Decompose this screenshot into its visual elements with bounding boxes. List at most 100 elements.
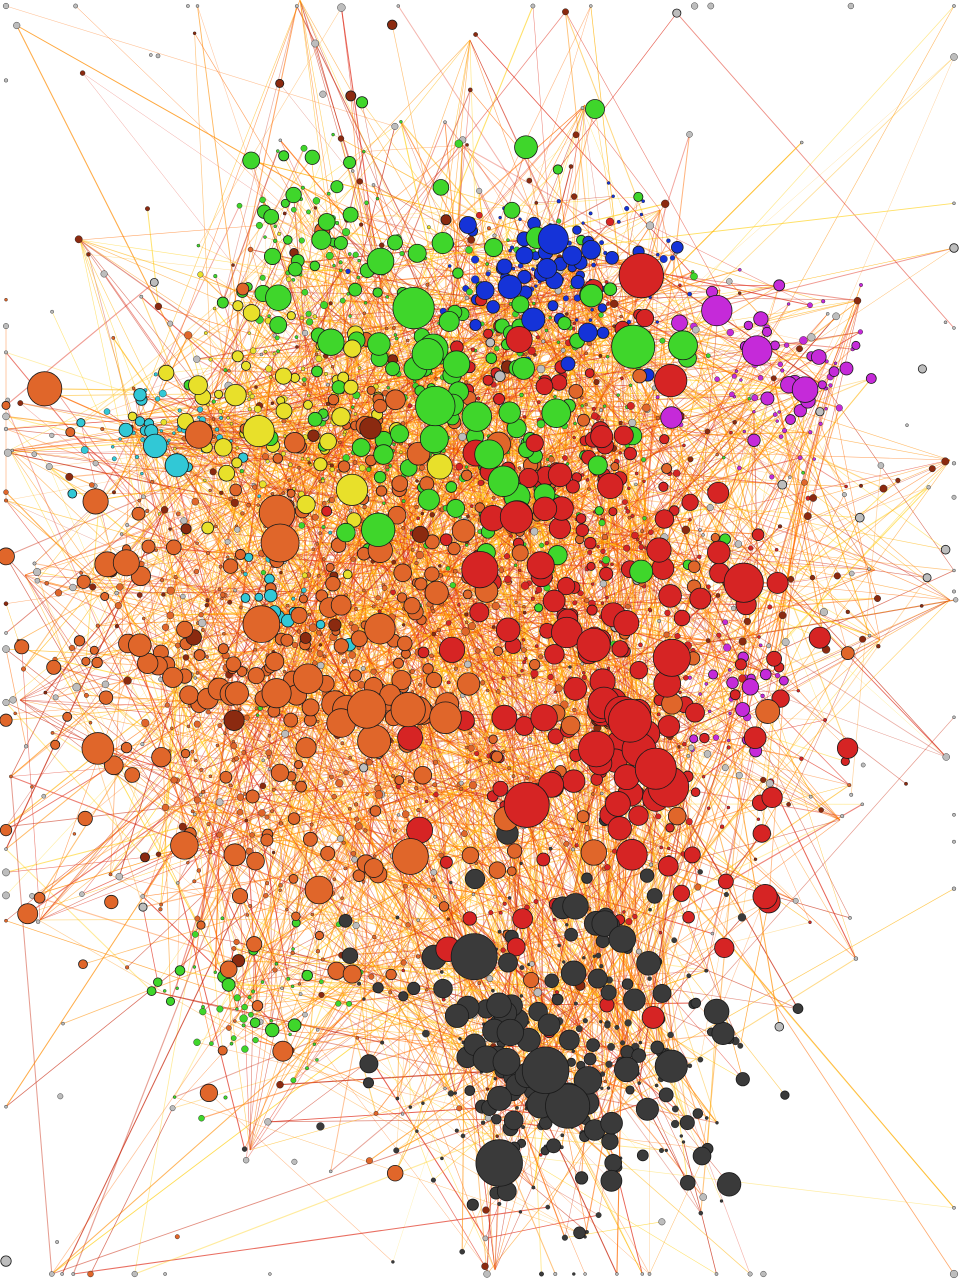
graph-node (241, 750, 246, 755)
graph-node (50, 731, 55, 735)
graph-node (581, 671, 586, 675)
graph-node (585, 478, 590, 482)
graph-node (615, 1272, 619, 1276)
graph-edge (157, 513, 243, 666)
graph-node (574, 843, 579, 848)
graph-node (654, 1083, 659, 1088)
graph-edge (51, 1108, 527, 1275)
graph-node (648, 862, 654, 867)
graph-node (341, 658, 347, 664)
graph-node (488, 910, 494, 916)
graph-node (431, 631, 437, 637)
graph-node (571, 1049, 576, 1053)
graph-edge (780, 247, 955, 365)
graph-node (588, 211, 593, 216)
graph-node (355, 1036, 359, 1040)
graph-node (799, 140, 804, 145)
graph-node (521, 638, 526, 642)
graph-node (228, 783, 233, 788)
graph-edge (284, 733, 329, 854)
graph-edge (233, 948, 635, 1001)
graph-node (271, 850, 276, 855)
graph-node (952, 326, 956, 330)
graph-node (953, 597, 959, 603)
graph-edge (830, 385, 881, 641)
graph-node (402, 623, 406, 627)
graph-node (392, 442, 396, 447)
graph-edge (172, 1067, 308, 1109)
graph-node (241, 1146, 248, 1152)
graph-node (49, 432, 55, 438)
graph-node (114, 624, 119, 629)
graph-edge (266, 770, 561, 841)
graph-node (530, 3, 536, 9)
graph-node (895, 477, 901, 483)
graph-node (332, 263, 336, 268)
graph-node (497, 1201, 502, 1206)
graph-node (356, 275, 361, 280)
graph-node (372, 934, 377, 940)
graph-node (309, 822, 314, 827)
graph-node (726, 805, 731, 810)
graph-node (591, 582, 595, 586)
graph-node (208, 357, 213, 362)
graph-node (234, 756, 239, 762)
graph-node (348, 314, 352, 318)
graph-node (591, 406, 596, 411)
graph-edge (353, 451, 870, 637)
graph-node (698, 1210, 704, 1216)
graph-node (274, 961, 279, 966)
graph-node (453, 569, 458, 574)
graph-node (381, 585, 388, 591)
graph-node (627, 515, 632, 520)
graph-node (265, 881, 270, 886)
graph-edge (661, 993, 689, 1183)
graph-edge (527, 299, 861, 1076)
graph-node (299, 315, 305, 321)
graph-node (405, 338, 410, 343)
graph-node (307, 461, 312, 465)
graph-edge (5, 405, 99, 626)
graph-node (606, 301, 610, 306)
graph-node (394, 336, 399, 341)
graph-edge (519, 302, 881, 641)
graph-node (371, 604, 376, 609)
graph-node (441, 997, 446, 1002)
graph-node (176, 511, 181, 517)
graph-node (572, 707, 577, 712)
graph-node (365, 792, 369, 796)
graph-node (195, 671, 200, 675)
graph-node (459, 1248, 466, 1255)
graph-node (31, 451, 38, 457)
graph-node (329, 463, 334, 468)
graph-node (213, 970, 218, 974)
graph-edge (549, 479, 734, 609)
graph-edge (619, 361, 828, 650)
graph-node (209, 1041, 214, 1046)
graph-node (780, 368, 785, 373)
graph-node (659, 845, 663, 850)
graph-node (647, 607, 652, 612)
graph-node (233, 1019, 237, 1023)
graph-node (140, 471, 144, 476)
graph-node (734, 369, 739, 373)
graph-node (282, 669, 287, 674)
graph-edge (388, 712, 736, 1042)
graph-node (943, 320, 948, 325)
graph-node (587, 549, 593, 555)
graph-node (339, 268, 343, 273)
graph-node (640, 1272, 645, 1276)
graph-node (774, 547, 779, 552)
graph-node (812, 457, 816, 461)
graph-node (267, 734, 271, 738)
graph-node (416, 807, 421, 813)
graph-node (421, 1101, 425, 1105)
graph-node (595, 1212, 602, 1219)
graph-edge (82, 860, 425, 965)
graph-edge (803, 313, 828, 341)
graph-node (297, 465, 301, 470)
graph-node (614, 1024, 620, 1030)
graph-node (4, 918, 8, 923)
graph-node (167, 320, 174, 327)
graph-node (808, 430, 813, 435)
